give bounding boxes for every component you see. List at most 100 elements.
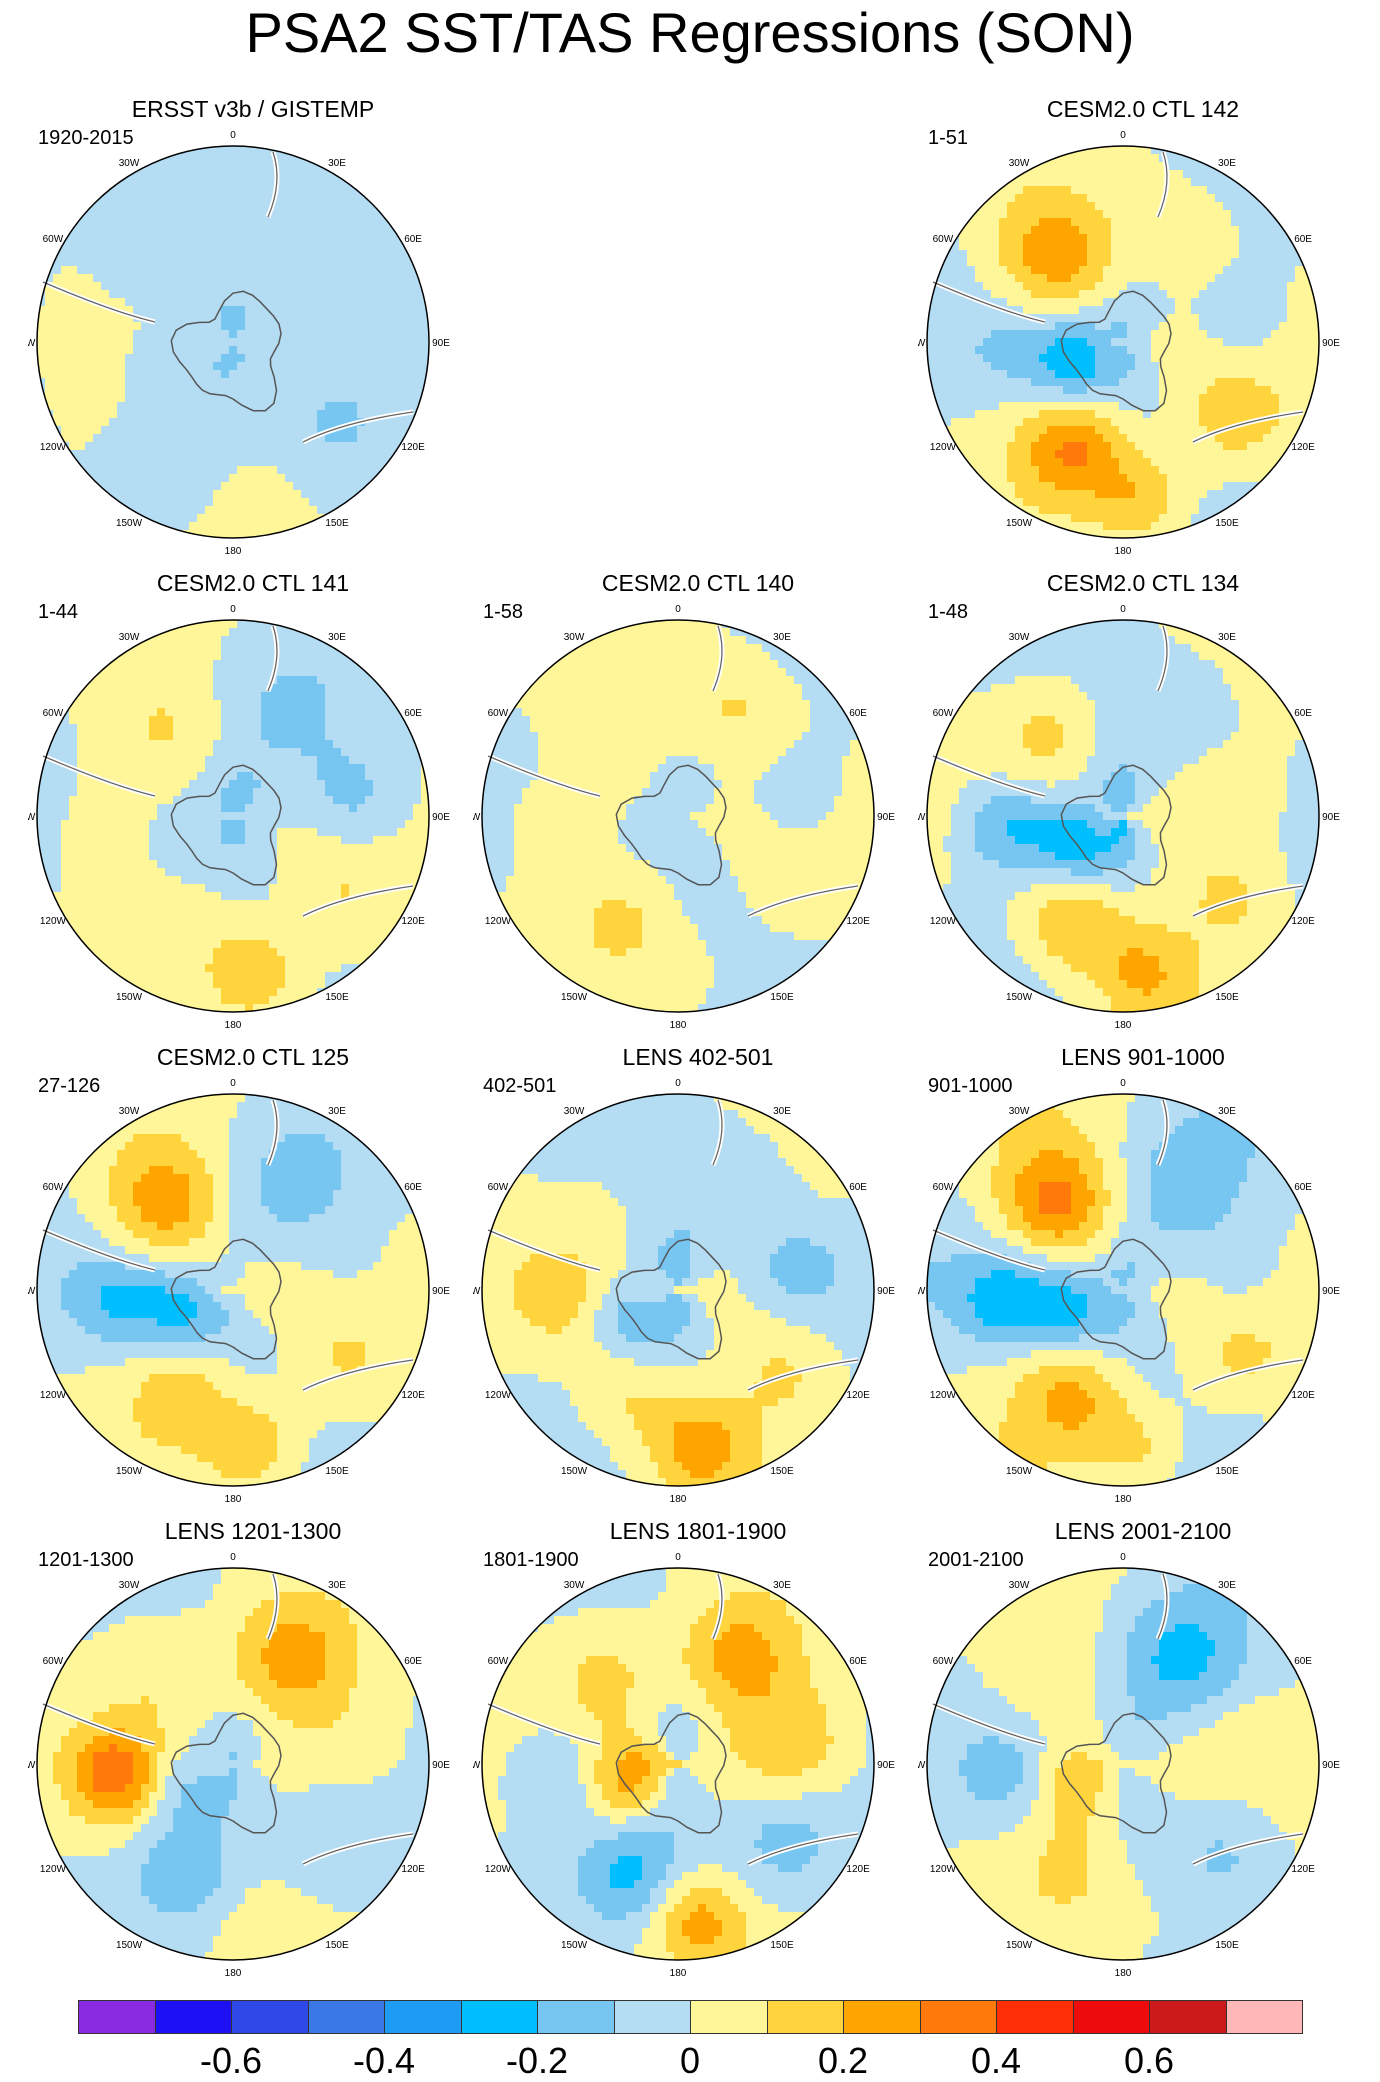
antarctica-coastline — [1060, 1712, 1172, 1834]
anomaly-field — [37, 1094, 429, 1486]
longitude-label: 150E — [770, 992, 794, 1003]
longitude-label: 30W — [564, 1580, 585, 1591]
longitude-label: 150W — [561, 992, 588, 1003]
longitude-label: 120W — [40, 916, 67, 927]
colorbar-box — [1225, 2000, 1303, 2034]
anomaly-field — [37, 1568, 429, 1960]
longitude-label: 90W — [28, 338, 36, 349]
longitude-label: 0 — [230, 130, 236, 141]
longitude-label: 120W — [40, 1390, 67, 1401]
map-border — [926, 1567, 1320, 1961]
longitude-label: 150W — [1006, 518, 1033, 529]
longitude-label: 150E — [325, 1940, 349, 1951]
colorbar-label: 0.2 — [783, 2040, 903, 2082]
longitude-label: 30E — [1218, 1106, 1236, 1117]
map-panel: LENS 1201-1300 1201-1300 0 30E 60E 90E 120E 150… — [28, 1518, 478, 1978]
panel-title: LENS 1201-1300 — [28, 1518, 478, 1545]
longitude-label: 90E — [877, 812, 895, 823]
map-border — [36, 619, 430, 1013]
colorbar-box — [460, 2000, 538, 2034]
antarctica-coastline — [170, 1712, 282, 1834]
panel-period: 1-48 — [928, 601, 968, 624]
colorbar-box — [231, 2000, 309, 2034]
longitude-label: 180 — [670, 1968, 687, 1978]
longitude-label: 0 — [675, 604, 681, 615]
longitude-label: 30E — [773, 632, 791, 643]
longitude-label: 150E — [325, 992, 349, 1003]
longitude-label: 90W — [918, 338, 926, 349]
longitude-label: 30W — [1009, 1580, 1030, 1591]
map-panel: LENS 1801-1900 1801-1900 0 30E 60E 90E 120E 150… — [473, 1518, 923, 1978]
panel-period: 1920-2015 — [38, 127, 134, 150]
coastline — [1157, 625, 1168, 692]
longitude-label: 30E — [1218, 1580, 1236, 1591]
longitude-label: 30W — [1009, 1106, 1030, 1117]
longitude-label: 30E — [773, 1106, 791, 1117]
longitude-label: 0 — [675, 1552, 681, 1563]
longitude-label: 90W — [473, 1760, 481, 1771]
longitude-label: 120E — [1291, 1390, 1315, 1401]
longitude-label: 90W — [28, 1286, 36, 1297]
colorbar-label: 0.4 — [936, 2040, 1056, 2082]
longitude-label: 60E — [849, 1656, 867, 1667]
panel-title: CESM2.0 CTL 142 — [918, 96, 1368, 123]
antarctica-coastline — [170, 1238, 282, 1360]
map-panel: CESM2.0 CTL 125 27-126 0 30E 60E 90E 120E 150E 1… — [28, 1044, 478, 1504]
coastline — [712, 1099, 723, 1166]
coastline — [487, 1229, 601, 1271]
coastline — [1157, 1573, 1168, 1640]
antarctica-coastline — [170, 290, 282, 412]
coastline — [932, 755, 1046, 797]
polar-map: 0 30E 60E 90E 120E 150E 180 150W 120W 90W 60W 30W — [918, 130, 1340, 556]
panel-title: LENS 2001-2100 — [918, 1518, 1368, 1545]
antarctica-coastline — [1060, 1238, 1172, 1360]
coastline — [42, 281, 156, 323]
longitude-label: 90E — [1322, 1286, 1340, 1297]
longitude-label: 120W — [930, 442, 957, 453]
longitude-label: 0 — [1120, 604, 1126, 615]
panel-title: LENS 1801-1900 — [473, 1518, 923, 1545]
longitude-label: 150W — [561, 1466, 588, 1477]
antarctica-coastline — [615, 764, 727, 886]
longitude-label: 150W — [561, 1940, 588, 1951]
colorbar-box — [537, 2000, 615, 2034]
longitude-label: 180 — [670, 1020, 687, 1030]
map-border — [36, 1567, 430, 1961]
map-border — [926, 145, 1320, 539]
longitude-label: 60E — [404, 1182, 422, 1193]
panel-title: LENS 901-1000 — [918, 1044, 1368, 1071]
panel-title: CESM2.0 CTL 140 — [473, 570, 923, 597]
longitude-label: 150W — [1006, 1466, 1033, 1477]
antarctica-coastline — [615, 1238, 727, 1360]
polar-map: 0 30E 60E 90E 120E 150E 180 150W 120W 90W 60W 30W — [28, 1078, 450, 1504]
longitude-label: 120W — [930, 916, 957, 927]
coastline — [487, 1703, 601, 1745]
longitude-label: 120E — [401, 1864, 425, 1875]
longitude-label: 120W — [930, 1390, 957, 1401]
longitude-label: 150E — [770, 1940, 794, 1951]
coastline — [267, 625, 278, 692]
polar-map: 0 30E 60E 90E 120E 150E 180 150W 120W 90W 60W 30W — [28, 604, 450, 1030]
longitude-label: 180 — [1115, 546, 1132, 556]
longitude-label: 0 — [1120, 1078, 1126, 1089]
map-panel: LENS 901-1000 901-1000 0 30E 60E 90E 120E 150E 1… — [918, 1044, 1368, 1504]
anomaly-field — [37, 146, 429, 538]
panel-period: 1201-1300 — [38, 1549, 134, 1572]
colorbar-box — [613, 2000, 691, 2034]
longitude-label: 30W — [564, 632, 585, 643]
panel-title: CESM2.0 CTL 134 — [918, 570, 1368, 597]
panel-period: 1-44 — [38, 601, 78, 624]
longitude-label: 180 — [1115, 1968, 1132, 1978]
panel-period: 1-51 — [928, 127, 968, 150]
longitude-label: 150W — [1006, 992, 1033, 1003]
longitude-label: 60W — [933, 234, 954, 245]
coastline — [1192, 411, 1304, 443]
colorbar-label: 0.6 — [1089, 2040, 1209, 2082]
coastline — [932, 1703, 1046, 1745]
colorbar-box — [690, 2000, 768, 2034]
coastline — [1192, 1359, 1304, 1391]
longitude-label: 180 — [1115, 1020, 1132, 1030]
longitude-label: 30W — [119, 158, 140, 169]
polar-map: 0 30E 60E 90E 120E 150E 180 150W 120W 90W 60W 30W — [28, 1552, 450, 1978]
longitude-label: 60W — [488, 708, 509, 719]
